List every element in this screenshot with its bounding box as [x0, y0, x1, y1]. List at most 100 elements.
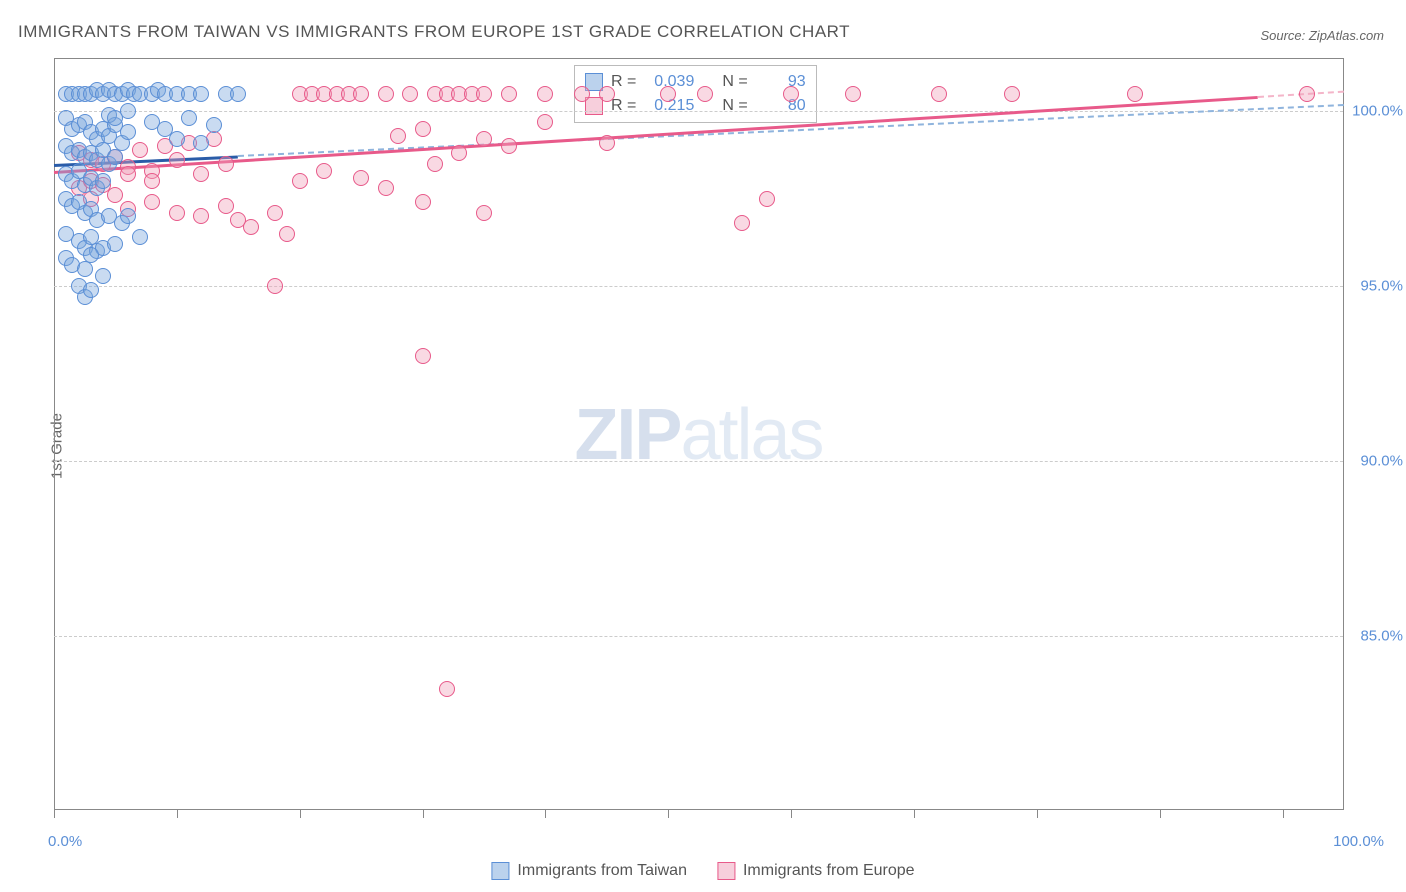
stats-row-taiwan: R = 0.039 N = 93 — [585, 70, 806, 94]
r-label: R = — [611, 73, 636, 91]
data-point-europe — [574, 86, 590, 102]
data-point-taiwan — [132, 229, 148, 245]
data-point-europe — [783, 86, 799, 102]
data-point-europe — [501, 86, 517, 102]
data-point-europe — [292, 173, 308, 189]
x-tick-label-min: 0.0% — [48, 833, 82, 850]
data-point-europe — [1299, 86, 1315, 102]
data-point-europe — [1004, 86, 1020, 102]
legend-item-taiwan: Immigrants from Taiwan — [491, 862, 687, 880]
data-point-europe — [660, 86, 676, 102]
data-point-europe — [169, 205, 185, 221]
gridline — [54, 461, 1343, 462]
data-point-europe — [353, 86, 369, 102]
taiwan-n-value: 93 — [756, 73, 806, 91]
data-point-europe — [1127, 86, 1143, 102]
data-point-europe — [267, 278, 283, 294]
data-point-taiwan — [83, 247, 99, 263]
data-point-europe — [451, 145, 467, 161]
data-point-taiwan — [83, 282, 99, 298]
source-attribution: Source: ZipAtlas.com — [1260, 28, 1384, 43]
swatch-pink-icon — [717, 862, 735, 880]
y-tick-label: 90.0% — [1348, 453, 1403, 470]
data-point-europe — [415, 194, 431, 210]
data-point-europe — [378, 86, 394, 102]
x-tick — [791, 810, 792, 818]
x-tick — [668, 810, 669, 818]
data-point-europe — [476, 131, 492, 147]
data-point-europe — [759, 191, 775, 207]
x-tick — [914, 810, 915, 818]
data-point-europe — [120, 166, 136, 182]
data-point-europe — [390, 128, 406, 144]
data-point-europe — [697, 86, 713, 102]
data-point-taiwan — [181, 110, 197, 126]
data-point-taiwan — [95, 173, 111, 189]
watermark: ZIPatlas — [574, 394, 822, 476]
data-point-europe — [501, 138, 517, 154]
x-tick — [423, 810, 424, 818]
data-point-europe — [476, 205, 492, 221]
data-point-europe — [415, 121, 431, 137]
data-point-taiwan — [95, 268, 111, 284]
data-point-europe — [218, 156, 234, 172]
x-tick — [177, 810, 178, 818]
y-tick-label: 85.0% — [1348, 628, 1403, 645]
data-point-europe — [599, 135, 615, 151]
data-point-taiwan — [120, 103, 136, 119]
data-point-taiwan — [230, 86, 246, 102]
data-point-taiwan — [120, 124, 136, 140]
data-point-europe — [599, 86, 615, 102]
data-point-europe — [402, 86, 418, 102]
data-point-europe — [427, 156, 443, 172]
data-point-europe — [378, 180, 394, 196]
data-point-taiwan — [169, 131, 185, 147]
x-axis — [54, 809, 1343, 810]
data-point-europe — [353, 170, 369, 186]
taiwan-label: Immigrants from Taiwan — [517, 862, 687, 880]
x-tick — [1037, 810, 1038, 818]
data-point-europe — [267, 205, 283, 221]
data-point-europe — [107, 187, 123, 203]
n-label: N = — [722, 73, 747, 91]
data-point-taiwan — [107, 149, 123, 165]
data-point-taiwan — [206, 117, 222, 133]
x-tick — [300, 810, 301, 818]
gridline — [54, 636, 1343, 637]
data-point-europe — [144, 194, 160, 210]
legend-item-europe: Immigrants from Europe — [717, 862, 915, 880]
plot-area: ZIPatlas R = 0.039 N = 93 R = 0.215 N = … — [54, 58, 1344, 810]
data-point-taiwan — [120, 208, 136, 224]
x-tick — [1160, 810, 1161, 818]
x-tick-label-max: 100.0% — [1333, 833, 1384, 850]
chart-title: IMMIGRANTS FROM TAIWAN VS IMMIGRANTS FRO… — [18, 22, 850, 42]
data-point-europe — [931, 86, 947, 102]
data-point-taiwan — [193, 86, 209, 102]
data-point-europe — [169, 152, 185, 168]
data-point-europe — [144, 173, 160, 189]
data-point-europe — [193, 166, 209, 182]
x-tick — [1283, 810, 1284, 818]
europe-label: Immigrants from Europe — [743, 862, 915, 880]
y-tick-label: 100.0% — [1348, 103, 1403, 120]
data-point-taiwan — [77, 261, 93, 277]
x-tick — [54, 810, 55, 818]
data-point-europe — [415, 348, 431, 364]
data-point-europe — [218, 198, 234, 214]
data-point-taiwan — [193, 135, 209, 151]
data-point-europe — [243, 219, 259, 235]
data-point-europe — [537, 86, 553, 102]
data-point-taiwan — [107, 236, 123, 252]
gridline — [54, 286, 1343, 287]
stats-row-europe: R = 0.215 N = 80 — [585, 94, 806, 118]
data-point-europe — [439, 681, 455, 697]
data-point-europe — [279, 226, 295, 242]
data-point-europe — [734, 215, 750, 231]
data-point-europe — [537, 114, 553, 130]
data-point-europe — [132, 142, 148, 158]
data-point-europe — [845, 86, 861, 102]
x-tick — [545, 810, 546, 818]
swatch-blue-icon — [491, 862, 509, 880]
data-point-europe — [316, 163, 332, 179]
series-legend: Immigrants from Taiwan Immigrants from E… — [491, 862, 914, 880]
